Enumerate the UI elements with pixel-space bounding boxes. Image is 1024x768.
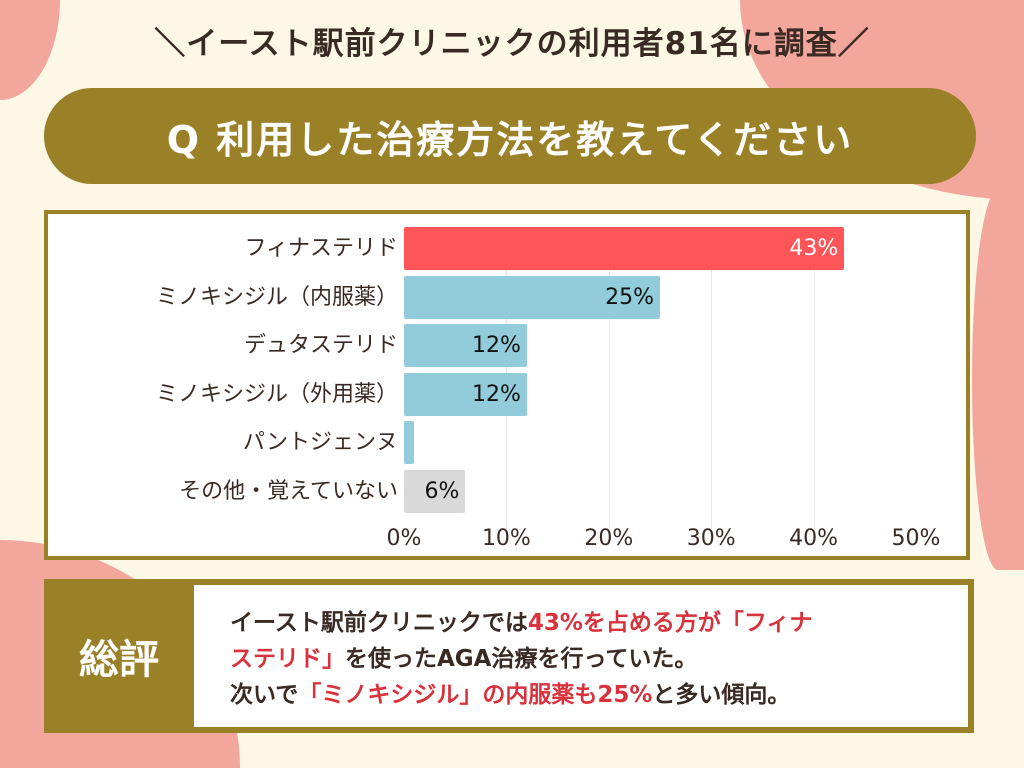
bar-chart: 0% 10% 20% 30% 40% 50% フィナステリド 43% ミノキシジル（内服薬） 25… — [44, 210, 970, 560]
decorative-blob-right — [972, 190, 1024, 570]
bar — [404, 469, 466, 513]
bar — [404, 275, 660, 319]
summary-line-3: 次いで「ミノキシジル」の内服薬も25%と多い傾向。 — [230, 677, 948, 713]
category-label: ミノキシジル（外用薬） — [155, 381, 398, 407]
summary-segment: 次いで — [230, 682, 299, 708]
bar-value-label: 43% — [789, 236, 839, 261]
summary-line-1: イースト駅前クリニックでは43%を占める方が「フィナ — [230, 605, 948, 641]
bar — [404, 421, 415, 464]
x-tick-label: 10% — [481, 526, 531, 551]
x-tick-label: 0% — [386, 526, 422, 551]
category-label: フィナステリド — [244, 236, 398, 261]
gridline — [711, 230, 713, 529]
summary-segment: 43%を占める方が「フィナ — [527, 610, 813, 636]
x-tick-label: 30% — [686, 526, 736, 551]
bar — [404, 227, 845, 270]
summary-segment: を使ったAGA治療を行っていた。 — [345, 646, 698, 672]
category-label: パントジェンヌ — [242, 430, 398, 455]
summary-panel: 総評 イースト駅前クリニックでは43%を占める方が「フィナ ステリド」を使ったA… — [44, 579, 974, 733]
x-tick-label: 20% — [584, 526, 634, 551]
category-label: ミノキシジル（内服薬） — [155, 284, 398, 310]
question-banner: Q 利用した治療方法を教えてください — [44, 88, 976, 184]
bar-value-label: 12% — [471, 333, 521, 358]
summary-label: 総評 — [79, 637, 159, 683]
summary-segment: と多い傾向。 — [652, 682, 791, 708]
x-tick-label: 50% — [891, 526, 941, 551]
bar-value-label: 6% — [424, 478, 460, 504]
bar — [404, 324, 527, 367]
bar-value-label: 12% — [471, 381, 521, 407]
summary-line-2: ステリド」を使ったAGA治療を行っていた。 — [230, 641, 948, 677]
bar-value-label: 25% — [605, 284, 654, 310]
x-tick-label: 40% — [789, 526, 839, 551]
summary-segment: 「ミノキシジル」の内服薬も25% — [298, 682, 653, 708]
bar — [404, 372, 527, 416]
gridline — [608, 230, 610, 529]
summary-text: イースト駅前クリニックでは43%を占める方が「フィナ ステリド」を使ったAGA治… — [194, 585, 968, 727]
summary-segment: ステリド」 — [230, 646, 345, 672]
survey-headline: ＼イースト駅前クリニックの利用者81名に調査／ — [154, 26, 870, 62]
category-label: デュタステリド — [243, 333, 398, 358]
gridline — [813, 230, 815, 529]
category-label: その他・覚えていない — [179, 478, 398, 504]
summary-segment: イースト駅前クリニックでは — [230, 610, 528, 636]
